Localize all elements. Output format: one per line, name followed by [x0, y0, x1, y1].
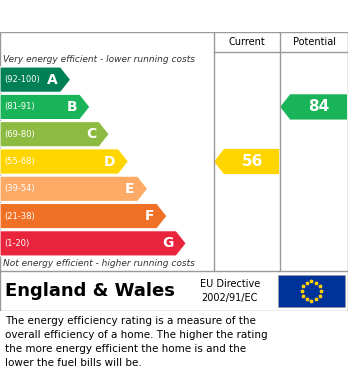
Bar [278, 275, 345, 307]
Text: C: C [86, 127, 96, 141]
Polygon shape [0, 67, 71, 92]
Text: 84: 84 [308, 99, 330, 115]
Polygon shape [0, 231, 186, 256]
Text: B: B [66, 100, 77, 114]
Polygon shape [0, 94, 90, 120]
Text: 56: 56 [242, 154, 263, 169]
Text: Very energy efficient - lower running costs: Very energy efficient - lower running co… [3, 54, 195, 63]
Text: The energy efficiency rating is a measure of the
overall efficiency of a home. T: The energy efficiency rating is a measur… [5, 316, 268, 368]
Polygon shape [0, 149, 128, 174]
Polygon shape [0, 203, 167, 229]
Polygon shape [0, 122, 109, 147]
Text: EU Directive
2002/91/EC: EU Directive 2002/91/EC [199, 280, 260, 303]
Polygon shape [214, 149, 279, 174]
Text: (69-80): (69-80) [4, 130, 35, 139]
Text: F: F [144, 209, 154, 223]
Text: D: D [104, 154, 116, 169]
Text: (21-38): (21-38) [4, 212, 35, 221]
Text: (39-54): (39-54) [4, 184, 34, 193]
Text: Energy Efficiency Rating: Energy Efficiency Rating [10, 7, 239, 25]
Text: (1-20): (1-20) [4, 239, 29, 248]
Text: Not energy efficient - higher running costs: Not energy efficient - higher running co… [3, 260, 195, 269]
Text: A: A [47, 73, 58, 87]
Text: (92-100): (92-100) [4, 75, 40, 84]
Text: (81-91): (81-91) [4, 102, 34, 111]
Text: Current: Current [229, 37, 266, 47]
Text: (55-68): (55-68) [4, 157, 35, 166]
Polygon shape [0, 176, 148, 201]
Text: Potential: Potential [293, 37, 335, 47]
Text: England & Wales: England & Wales [5, 282, 175, 300]
Polygon shape [280, 94, 347, 120]
Text: E: E [125, 182, 135, 196]
Text: G: G [162, 236, 173, 250]
